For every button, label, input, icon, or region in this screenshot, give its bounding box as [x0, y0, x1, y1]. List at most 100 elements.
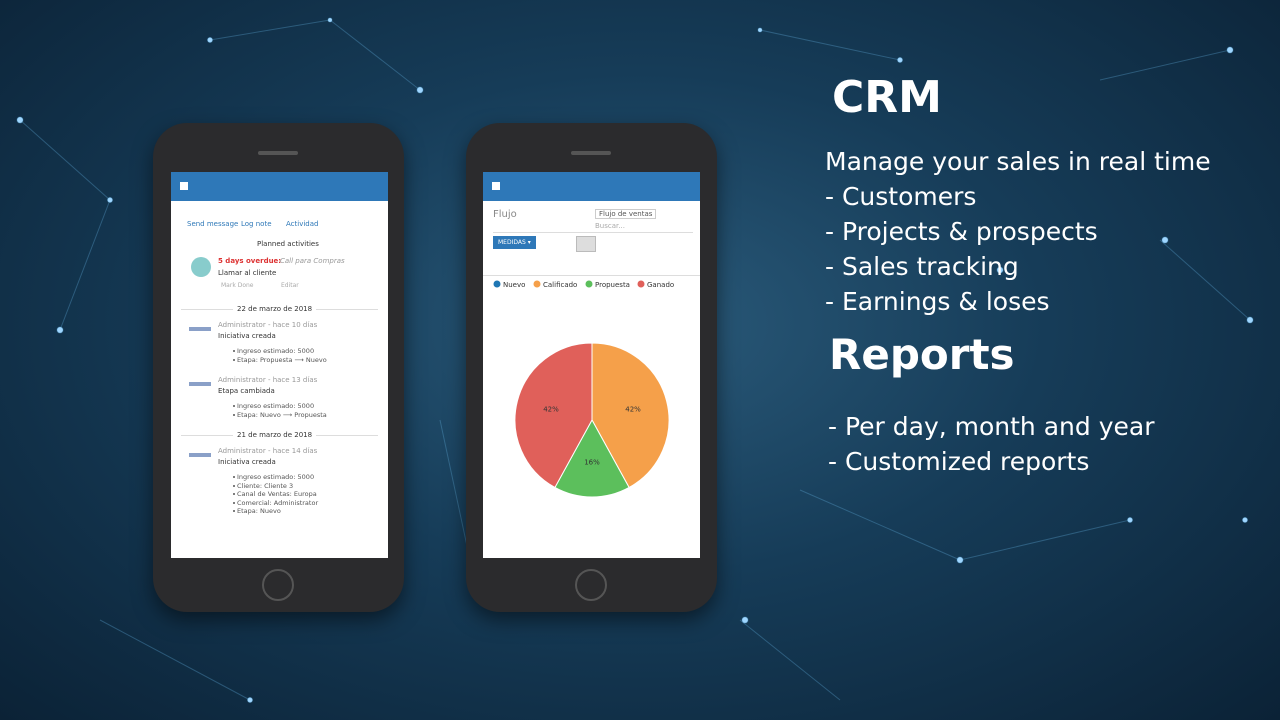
heading: CRM — [832, 72, 942, 123]
net-dot — [741, 616, 749, 624]
intro: Manage your sales in real time — [825, 147, 1211, 176]
tab[interactable]: Send message — [187, 220, 239, 228]
list-item: - Sales tracking — [825, 252, 1019, 281]
net-line — [209, 19, 331, 41]
entry-detail: Ingreso estimado: 5000 — [237, 473, 315, 481]
action[interactable]: Editar — [281, 282, 299, 289]
filter-facet[interactable]: Flujo de ventas — [595, 209, 657, 219]
app-bar — [171, 172, 388, 201]
net-dot — [1246, 316, 1254, 324]
bullet — [233, 405, 235, 407]
entry-detail: Etapa: Nuevo ⟶ Propuesta — [237, 410, 327, 419]
list-item: - Projects & prospects — [825, 217, 1098, 246]
apps-icon[interactable] — [492, 182, 500, 190]
list-item: - Per day, month and year — [828, 412, 1155, 441]
overdue: 5 days overdue: — [218, 257, 282, 265]
net-dot — [996, 266, 1004, 274]
section-heading[interactable]: Planned activities — [257, 240, 319, 248]
date-separator: 22 de marzo de 2018 — [233, 305, 317, 313]
bullet — [233, 493, 235, 495]
activity-summary: Call para Compras — [280, 257, 345, 265]
date-separator: 21 de marzo de 2018 — [233, 431, 317, 439]
bullet — [233, 413, 235, 416]
entry-detail: Comercial: Administrator — [237, 498, 319, 507]
net-dot — [327, 17, 333, 23]
bullet — [233, 510, 235, 512]
pie-slice — [591, 342, 670, 489]
entry-event: Iniciativa creada — [218, 332, 276, 340]
company-logo — [189, 453, 211, 457]
divider — [483, 275, 700, 276]
net-line — [799, 489, 961, 561]
heading: Reports — [829, 330, 1015, 379]
net-dot — [107, 197, 113, 203]
speaker — [258, 151, 298, 155]
entry-event: Etapa cambiada — [218, 387, 275, 395]
net-dot — [16, 116, 24, 124]
net-dot — [1161, 236, 1169, 244]
net-line — [959, 519, 1131, 561]
legend-label: Calificado — [543, 281, 577, 289]
legend-label: Propuesta — [595, 281, 630, 289]
screen-left: Send message Log note Actividad Planned … — [171, 172, 388, 558]
net-line — [329, 19, 421, 91]
list-item: - Earnings & loses — [825, 287, 1050, 316]
entry-detail: Canal de Ventas: Europa — [237, 490, 317, 498]
chart: Nuevo Calificado Propuesta Ganado 42% 16% 42% — [493, 280, 674, 498]
measures-button[interactable]: MEDIDAS ▾ — [493, 236, 536, 249]
entry-author: Administrator - hace 14 días — [218, 447, 318, 455]
slice-label: 16% — [584, 458, 600, 466]
net-line — [59, 199, 111, 331]
tab[interactable]: Log note — [241, 220, 272, 228]
legend-swatch — [533, 280, 541, 288]
pie-view-button[interactable] — [576, 236, 596, 252]
legend-swatch — [585, 280, 593, 288]
net-dot — [1242, 517, 1248, 523]
list-item: - Customers — [825, 182, 977, 211]
net-line — [739, 619, 841, 701]
net-line — [99, 619, 251, 701]
avatar — [191, 257, 211, 277]
screen-right: Flujo Flujo de ventas Buscar... MEDIDAS … — [483, 172, 700, 558]
net-line — [19, 119, 111, 201]
entry-detail: Etapa: Nuevo — [237, 507, 281, 515]
net-dot — [897, 57, 903, 63]
net-dot — [1226, 46, 1234, 54]
net-dot — [956, 556, 964, 564]
legend-swatch — [493, 280, 501, 288]
bullet — [233, 350, 235, 352]
net-line — [759, 29, 901, 61]
action[interactable]: Mark Done — [221, 282, 254, 289]
activity-title: Llamar al cliente — [218, 269, 277, 277]
entry-detail: Cliente: Cliente 3 — [237, 481, 294, 490]
speaker — [571, 151, 611, 155]
bullet — [233, 476, 235, 478]
company-logo — [189, 382, 211, 386]
net-line — [1099, 49, 1231, 81]
net-line — [1159, 239, 1251, 321]
slice-label: 42% — [543, 405, 559, 413]
home-button — [575, 569, 607, 601]
tab[interactable]: Actividad — [286, 220, 319, 228]
list-item: - Customized reports — [828, 447, 1090, 476]
net-dot — [416, 86, 424, 94]
net-dot — [207, 37, 213, 43]
entry-detail: Ingreso estimado: 5000 — [237, 347, 315, 355]
bullet — [233, 484, 235, 487]
entry-author: Administrator - hace 13 días — [218, 376, 318, 384]
home-button — [262, 569, 294, 601]
net-dot — [1127, 517, 1133, 523]
bullet — [233, 501, 235, 504]
view-title: Flujo — [493, 209, 517, 220]
net-dot — [757, 27, 763, 33]
company-logo — [189, 327, 211, 331]
entry-detail: Ingreso estimado: 5000 — [237, 402, 315, 410]
legend-label: Nuevo — [503, 281, 525, 289]
bullet — [233, 358, 235, 361]
search-input[interactable]: Buscar... — [595, 222, 625, 230]
legend-swatch — [637, 280, 645, 288]
entry-author: Administrator - hace 10 días — [218, 321, 318, 329]
apps-icon[interactable] — [180, 182, 188, 190]
